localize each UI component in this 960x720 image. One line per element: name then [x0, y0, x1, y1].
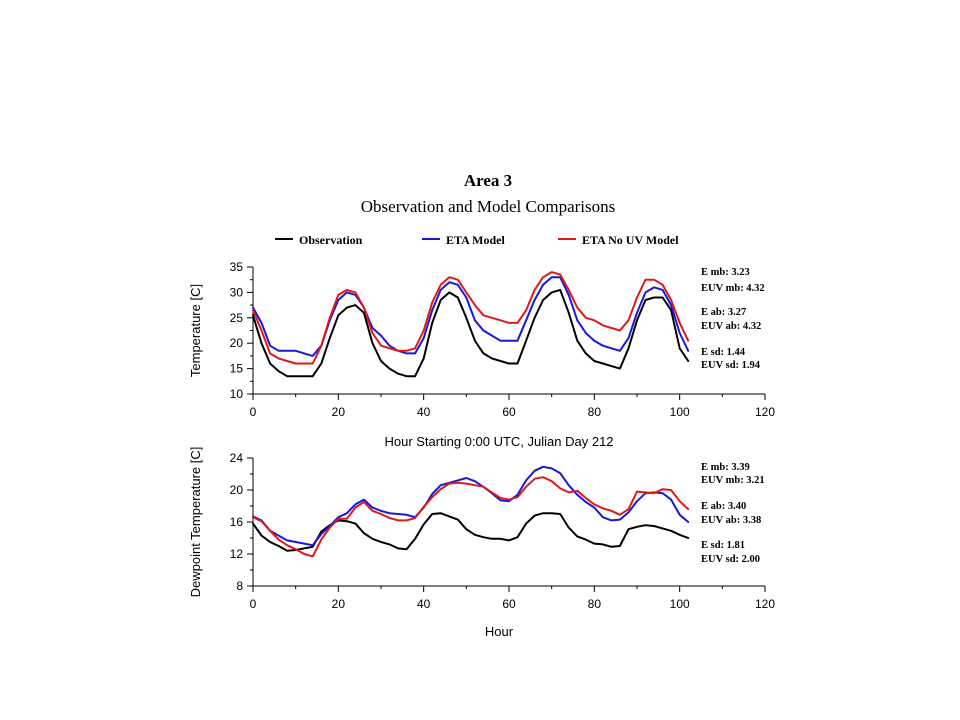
stat-label: E sd: 1.81 — [701, 540, 745, 551]
y-tick-label: 35 — [230, 260, 244, 274]
series-line-eta-model — [252, 465, 690, 547]
x-tick-label: 120 — [755, 405, 775, 419]
series-line-observation — [252, 512, 690, 552]
x-tick-label: 120 — [755, 597, 775, 611]
legend-label-eta-model: ETA Model — [446, 233, 505, 247]
y-tick-label: 15 — [230, 362, 244, 376]
legend-item-eta-model: ETA Model — [422, 233, 505, 247]
stat-label: E mb: 3.23 — [701, 267, 750, 278]
y-axis-label: Dewpoint Temperature [C] — [188, 447, 203, 598]
legend-item-eta-no-uv-model: ETA No UV Model — [558, 233, 679, 247]
legend-label-observation: Observation — [299, 233, 363, 247]
stat-label: EUV sd: 2.00 — [701, 554, 760, 565]
temperature-panel: 10 15 20 25 30 35 0 20 40 60 80 100 120 Hour Starting… — [188, 260, 775, 449]
stat-label: E ab: 3.40 — [701, 501, 746, 512]
y-axis-label: Temperature [C] — [188, 284, 203, 377]
stat-label: EUV sd: 1.94 — [701, 360, 761, 371]
stat-label: E ab: 3.27 — [701, 307, 746, 318]
x-tick-label: 100 — [670, 597, 690, 611]
x-tick-label: 0 — [250, 597, 257, 611]
y-tick-label: 8 — [236, 579, 243, 593]
y-tick-label: 16 — [230, 515, 244, 529]
x-tick-label: 100 — [670, 405, 690, 419]
y-tick-label: 20 — [230, 336, 244, 350]
dewpoint-panel: 8 12 16 20 24 0 20 40 60 80 100 120 Hour Dewpoint Tem… — [188, 447, 775, 639]
x-tick-label: 60 — [502, 597, 516, 611]
y-tick-label: 12 — [230, 547, 244, 561]
x-axis-label: Hour Starting 0:00 UTC, Julian Day 212 — [384, 434, 613, 449]
legend: Observation ETA Model ETA No UV Model — [275, 233, 679, 247]
stat-label: E mb: 3.39 — [701, 462, 750, 473]
stat-label: EUV ab: 3.38 — [701, 515, 761, 526]
y-tick-label: 20 — [230, 483, 244, 497]
y-tick-label: 25 — [230, 311, 244, 325]
stat-label: EUV mb: 4.32 — [701, 283, 765, 294]
stat-label: EUV ab: 4.32 — [701, 321, 761, 332]
series-line-observation — [252, 288, 690, 378]
x-tick-label: 80 — [588, 405, 602, 419]
x-tick-label: 40 — [417, 597, 431, 611]
x-axis-label: Hour — [485, 624, 514, 639]
x-tick-label: 0 — [250, 405, 257, 419]
series-line-eta-model — [252, 276, 690, 357]
x-tick-label: 60 — [502, 405, 516, 419]
y-tick-label: 24 — [230, 451, 244, 465]
series-line-eta-no-uv-model — [252, 271, 690, 365]
stat-label: E sd: 1.44 — [701, 347, 746, 358]
x-tick-label: 20 — [332, 405, 346, 419]
x-tick-label: 20 — [332, 597, 346, 611]
chart-subtitle: Observation and Model Comparisons — [361, 197, 616, 216]
y-tick-label: 30 — [230, 285, 244, 299]
x-tick-label: 80 — [588, 597, 602, 611]
stat-label: EUV mb: 3.21 — [701, 475, 765, 486]
legend-item-observation: Observation — [275, 233, 363, 247]
series-line-eta-no-uv-model — [252, 476, 690, 558]
y-tick-label: 10 — [230, 387, 244, 401]
legend-label-eta-no-uv-model: ETA No UV Model — [582, 233, 679, 247]
x-tick-label: 40 — [417, 405, 431, 419]
chart-title: Area 3 — [464, 171, 512, 190]
